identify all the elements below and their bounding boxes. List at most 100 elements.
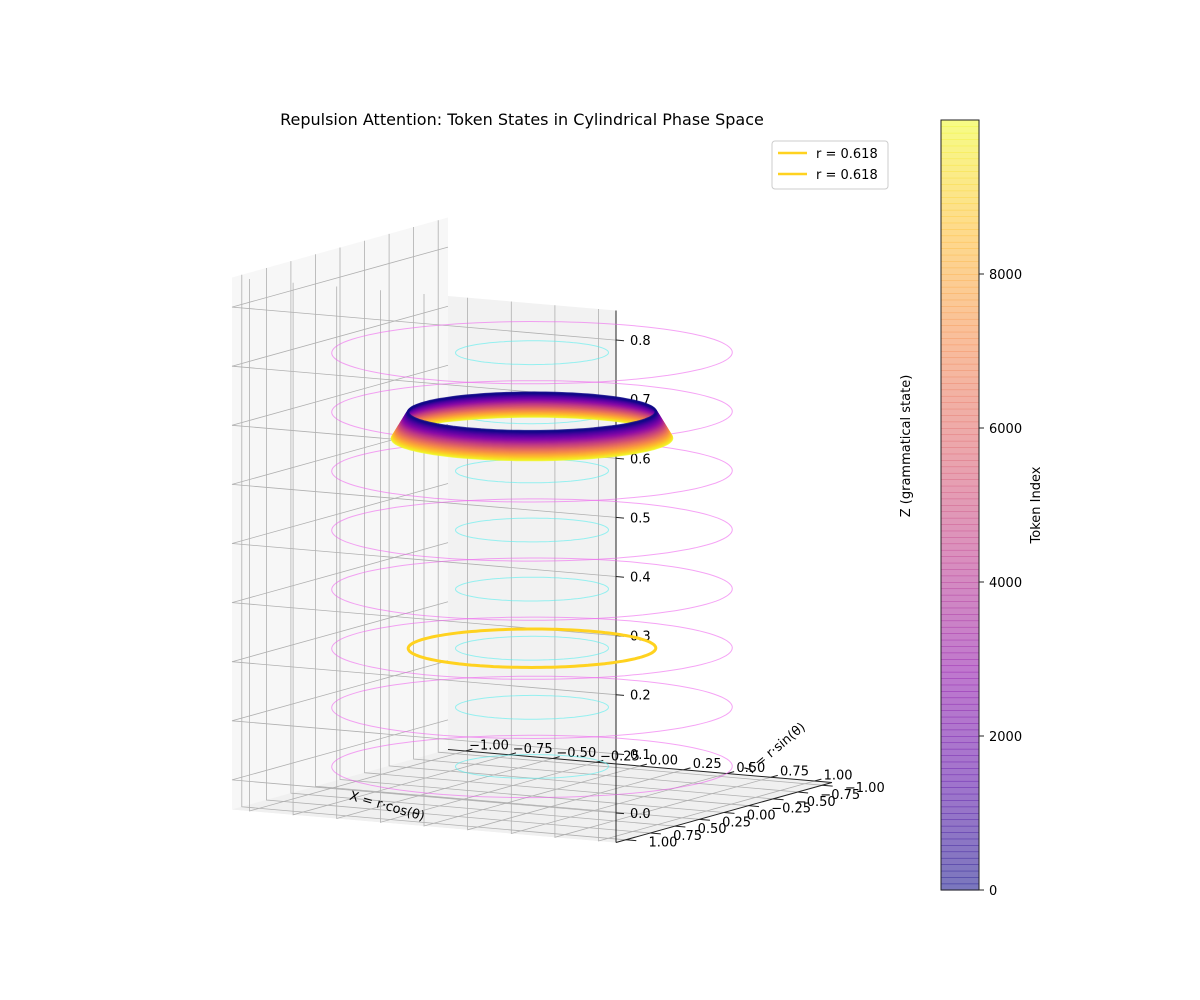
y-tick-label: −1.00 (845, 781, 885, 796)
colorbar-segment (941, 671, 979, 679)
colorbar-segment (941, 774, 979, 782)
colorbar-segment (941, 306, 979, 314)
colorbar-segment (941, 646, 979, 654)
x-tick-label: −0.75 (513, 742, 553, 757)
x-tick (814, 778, 822, 782)
colorbar-segment (941, 614, 979, 622)
colorbar-segment (941, 389, 979, 397)
y-grid-line (265, 268, 651, 834)
colorbar-segment (941, 152, 979, 160)
colorbar-segment (941, 703, 979, 711)
colorbar-segment (941, 370, 979, 378)
y-axis-ticks: −1.00−0.75−0.50−0.250.000.250.500.751.00 (625, 781, 885, 851)
y-tick (822, 784, 833, 787)
colorbar-tick-label: 4000 (989, 576, 1022, 591)
y-tick-label: −0.75 (820, 788, 860, 803)
colorbar-segment (941, 870, 979, 878)
colorbar-segment (941, 203, 979, 211)
x-tick (465, 748, 473, 752)
x-tick-label: 0.50 (736, 761, 765, 776)
z-grid-line (231, 424, 617, 518)
colorbar-segment (941, 267, 979, 275)
colorbar-segment (941, 524, 979, 532)
colorbar-segment (941, 472, 979, 480)
z-tick (615, 753, 625, 756)
z-grid-line (231, 246, 617, 341)
colorbar-segment (941, 222, 979, 230)
x-grid-line (379, 290, 597, 823)
colorbar-segment (941, 691, 979, 699)
colorbar-segment (941, 171, 979, 179)
z-tick-label: 0.1 (630, 748, 651, 763)
z-tick-label: 0.0 (630, 807, 651, 822)
colorbar-segment (941, 575, 979, 583)
colorbar-segment (941, 184, 979, 192)
colorbar-segment (941, 325, 979, 333)
colorbar-segment (941, 594, 979, 602)
x-tick-label: 1.00 (824, 769, 853, 784)
reference-ring (331, 439, 733, 503)
reference-ring (454, 458, 610, 484)
x-tick-label: 0.00 (649, 754, 678, 769)
x-grid-line (423, 294, 641, 827)
colorbar-segment (941, 626, 979, 634)
colorbar-segment (941, 851, 979, 859)
colorbar-segment (941, 351, 979, 359)
y-tick-label: 0.00 (747, 809, 776, 824)
colorbar-segment (941, 530, 979, 538)
y-tick (748, 805, 760, 808)
colorbar-segment (941, 537, 979, 545)
z-tick-label: 0.4 (630, 571, 651, 586)
colorbar-segment (941, 254, 979, 262)
colorbar-segment (941, 806, 979, 814)
colorbar-segment (941, 197, 979, 205)
x-tick (683, 767, 691, 771)
y-tick (699, 818, 710, 821)
colorbar-segment (941, 582, 979, 590)
x-tick (770, 774, 778, 778)
z-tick (615, 812, 625, 815)
colorbar-segment (941, 723, 979, 731)
colorbar-segment (941, 428, 979, 436)
colorbar-segment (941, 780, 979, 788)
colorbar-label: Token Index (1029, 466, 1044, 544)
colorbar-segment (941, 331, 979, 339)
colorbar-segment (941, 447, 979, 455)
y-tick (674, 825, 686, 828)
grid-lines (231, 220, 823, 842)
y-tick (773, 798, 784, 801)
colorbar-segment (941, 505, 979, 513)
legend: r = 0.618 r = 0.618 (771, 140, 889, 190)
y-tick (625, 839, 637, 842)
legend-label: r = 0.618 (816, 147, 878, 162)
colorbar-segment (941, 639, 979, 647)
colorbar-segment (941, 883, 979, 891)
x-tick-label: −0.25 (600, 750, 640, 765)
colorbar-segment (941, 466, 979, 474)
x-tick-label: 0.25 (693, 757, 722, 772)
colorbar-segment (941, 299, 979, 307)
z-tick (615, 339, 625, 342)
z-tick-label: 0.8 (630, 334, 651, 349)
colorbar-segment (941, 877, 979, 885)
colorbar-segment (941, 338, 979, 346)
colorbar: 0 2000 4000 6000 8000 Token Index (940, 119, 1044, 899)
colorbar-segment (941, 517, 979, 525)
colorbar-segment (941, 434, 979, 442)
colorbar-segment (941, 209, 979, 217)
colorbar-tick-label: 8000 (989, 268, 1022, 283)
colorbar-segment (941, 832, 979, 840)
colorbar-segment (941, 421, 979, 429)
colorbar-segment (941, 241, 979, 249)
colorbar-segment (941, 293, 979, 301)
x-grid-line (598, 309, 815, 842)
golden-ring (406, 627, 658, 670)
colorbar-segment (941, 453, 979, 461)
colorbar-segment (941, 492, 979, 500)
colorbar-segment (941, 286, 979, 294)
x-tick (727, 771, 735, 774)
colorbar-segment (941, 710, 979, 718)
colorbar-segment (941, 511, 979, 519)
colorbar-segment (941, 383, 979, 391)
colorbar-segment (941, 280, 979, 288)
